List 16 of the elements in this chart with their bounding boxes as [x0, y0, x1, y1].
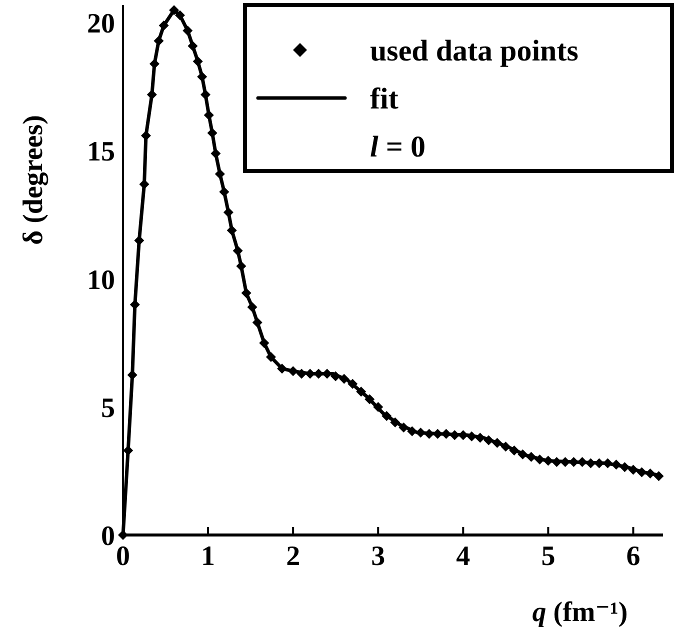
x-tick-label: 4	[456, 541, 470, 572]
y-tick-label: 5	[101, 392, 115, 424]
legend-label: used data points	[370, 34, 578, 68]
y-tick-label: 0	[101, 520, 115, 552]
y-tick-label: 15	[87, 136, 115, 168]
x-tick-label: 6	[626, 541, 640, 572]
annotation: l = 0	[370, 130, 426, 164]
x-tick-label: 1	[201, 541, 216, 572]
x-tick-label: 5	[541, 541, 556, 572]
y-tick-label: 10	[87, 264, 115, 296]
y-axis-title: δ (degrees)	[18, 115, 49, 245]
y-tick-label: 20	[87, 8, 115, 40]
x-axis-title: q (fm⁻¹)	[532, 597, 628, 628]
x-tick-label: 3	[371, 541, 386, 572]
legend-label: fit	[370, 82, 398, 116]
x-tick-label: 2	[286, 541, 300, 572]
